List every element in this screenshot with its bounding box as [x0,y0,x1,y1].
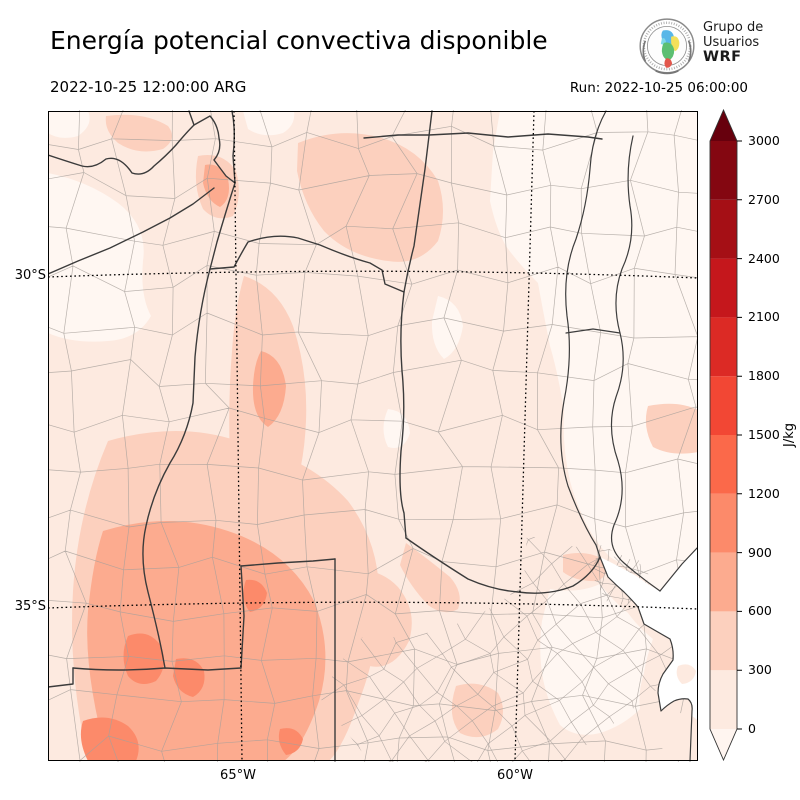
uruguay-river [610,135,661,592]
logo-south-america-rainbow [660,30,680,68]
colorbar-segment [710,435,737,494]
cape-level3-areas [87,164,326,761]
colorbar-segment [710,317,737,377]
logo-ribbon [655,69,679,75]
lon-tick-65w: 65°W [220,768,256,783]
logo-line1: Grupo de [703,20,764,35]
colorbar-segment [710,552,737,612]
colorbar-segment [710,258,737,318]
corrientes-entre-rios-border [565,328,621,334]
cape-field [48,111,698,761]
cape-map [48,110,698,762]
colorbar-segment [710,141,737,200]
cape-zero-areas [48,111,698,735]
colorbar-segment [710,199,737,259]
colorbar-segment [710,611,737,671]
cbar-tick-2700: 2700 [748,192,780,207]
offshore-cape-patches [660,664,698,761]
cbar-tick-1500: 1500 [748,427,780,442]
page-title: Energía potencial convectiva disponible [50,26,548,55]
logo-laurel-right [687,40,692,62]
lon-tick-60w: 60°W [497,768,533,783]
province-borders [48,110,603,762]
colorbar-segments [710,141,737,729]
gridline-65w [233,110,243,762]
logo-text: Grupo de Usuarios WRF [703,20,764,65]
gridline-60w [514,110,535,762]
cbar-tick-300: 300 [748,662,772,677]
map-frame [48,111,698,761]
colorbar-unit-label: J/kg [782,423,797,447]
colorbar-tick-marks [737,140,742,730]
colorbar-over-arrow [710,110,737,141]
cbar-tick-1200: 1200 [748,486,780,501]
rio-de-la-plata-ocean [600,547,698,761]
wrf-logo-seal [639,18,695,75]
cbar-tick-3000: 3000 [748,133,780,148]
logo-line3-wrf: WRF [703,49,742,65]
valid-time-label: 2022-10-25 12:00:00 ARG [50,78,247,96]
cbar-tick-900: 900 [748,545,772,560]
uruguay-coastline [659,546,698,592]
colorbar-segment [710,376,737,435]
run-time-label: Run: 2022-10-25 06:00:00 [569,80,748,96]
colorbar-segment [710,493,737,553]
colorbar-segment [710,670,737,729]
logo-line2: Usuarios [703,34,760,50]
lat-tick-30s: 30°S [14,268,46,283]
colorbar [709,108,742,762]
cbar-tick-600: 600 [748,603,772,618]
graticule-gridlines [48,110,698,762]
colorbar-under-arrow [710,729,737,760]
cbar-tick-2100: 2100 [748,309,780,324]
cbar-tick-0: 0 [748,721,756,736]
cbar-tick-1800: 1800 [748,368,780,383]
cbar-tick-2400: 2400 [748,251,780,266]
rivers-and-coastline [560,110,698,762]
logo-laurel-left [642,40,647,62]
buenos-aires-coastline [599,556,693,762]
lat-tick-35s: 35°S [14,599,46,614]
parana-river [560,110,607,558]
